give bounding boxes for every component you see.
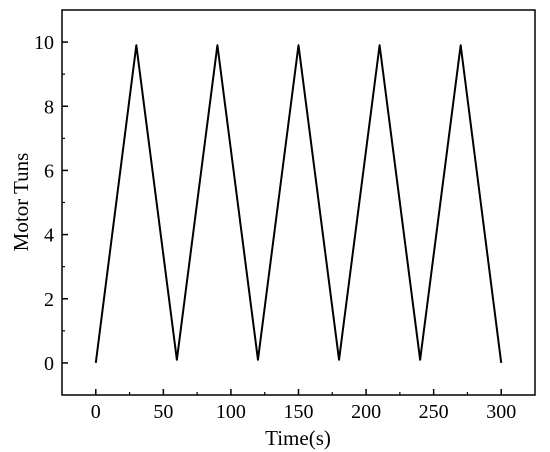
y-tick-label: 0 bbox=[44, 353, 54, 375]
x-tick-label: 0 bbox=[91, 401, 101, 423]
y-axis-ticks: 0 2 4 6 8 10 bbox=[34, 32, 68, 375]
x-axis-title: Time(s) bbox=[265, 426, 331, 450]
x-tick-label: 50 bbox=[153, 401, 173, 423]
x-axis-ticks: 0 50 100 150 200 250 300 bbox=[91, 389, 516, 423]
y-tick-label: 8 bbox=[44, 96, 54, 118]
y-tick-label: 2 bbox=[44, 289, 54, 311]
x-tick-label: 250 bbox=[419, 401, 449, 423]
x-tick-label: 300 bbox=[486, 401, 516, 423]
y-tick-label: 6 bbox=[44, 160, 54, 182]
y-tick-label: 4 bbox=[44, 225, 54, 247]
x-tick-label: 150 bbox=[284, 401, 314, 423]
y-axis-title: Motor Tuns bbox=[9, 153, 33, 252]
x-tick-label: 100 bbox=[216, 401, 246, 423]
y-tick-label: 10 bbox=[34, 32, 54, 54]
series-line bbox=[94, 44, 503, 364]
x-tick-label: 200 bbox=[351, 401, 381, 423]
